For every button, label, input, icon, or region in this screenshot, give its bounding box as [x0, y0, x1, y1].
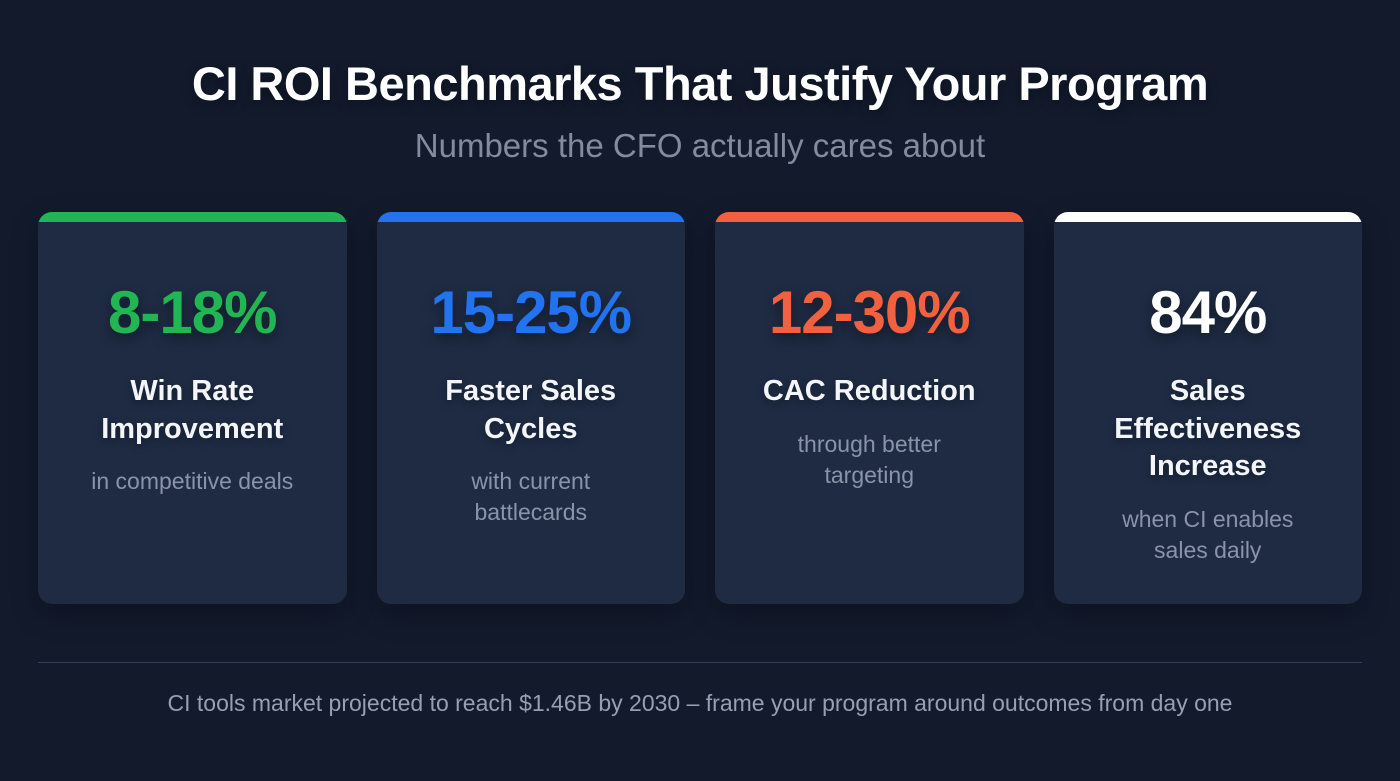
stat-card-sales-cycles: 15-25% Faster Sales Cycles with current …	[376, 212, 686, 604]
stat-label: CAC Reduction	[762, 375, 976, 407]
footer-note: CI tools market projected to reach $1.46…	[167, 690, 1233, 716]
stat-context: with current battlecards	[471, 468, 591, 526]
card-accent-bar	[376, 212, 685, 222]
stat-value: 8-18%	[108, 279, 277, 346]
stat-context: in competitive deals	[91, 468, 294, 495]
stat-context: when CI enables sales daily	[1122, 506, 1294, 564]
footer-divider	[38, 662, 1362, 663]
stat-label: Sales Effectiveness Increase	[1114, 375, 1302, 483]
card-body: 84% Sales Effectiveness Increase when CI…	[1054, 222, 1363, 566]
stat-card-cac-reduction: 12-30% CAC Reduction through better targ…	[715, 212, 1024, 604]
page-title: CI ROI Benchmarks That Justify Your Prog…	[191, 57, 1209, 110]
stat-card-win-rate: 8-18% Win Rate Improvement in competitiv…	[38, 212, 347, 604]
page-subtitle: Numbers the CFO actually cares about	[414, 127, 986, 164]
stat-label: Faster Sales Cycles	[445, 375, 617, 445]
header: CI ROI Benchmarks That Justify Your Prog…	[0, 0, 1400, 165]
stat-value: 12-30%	[768, 279, 971, 346]
card-accent-bar	[38, 212, 347, 222]
card-accent-bar	[715, 212, 1024, 222]
stat-cards-row: 8-18% Win Rate Improvement in competitiv…	[0, 212, 1400, 604]
stat-value: 15-25%	[430, 279, 632, 346]
card-body: 15-25% Faster Sales Cycles with current …	[377, 222, 686, 528]
stat-label: Win Rate Improvement	[101, 375, 284, 445]
card-accent-bar	[1053, 212, 1362, 222]
card-body: 8-18% Win Rate Improvement in competitiv…	[38, 222, 347, 497]
card-body: 12-30% CAC Reduction through better targ…	[715, 222, 1024, 491]
stat-card-sales-effectiveness: 84% Sales Effectiveness Increase when CI…	[1053, 212, 1363, 604]
stat-context: through better targeting	[797, 430, 941, 488]
stat-value: 84%	[1149, 279, 1267, 346]
